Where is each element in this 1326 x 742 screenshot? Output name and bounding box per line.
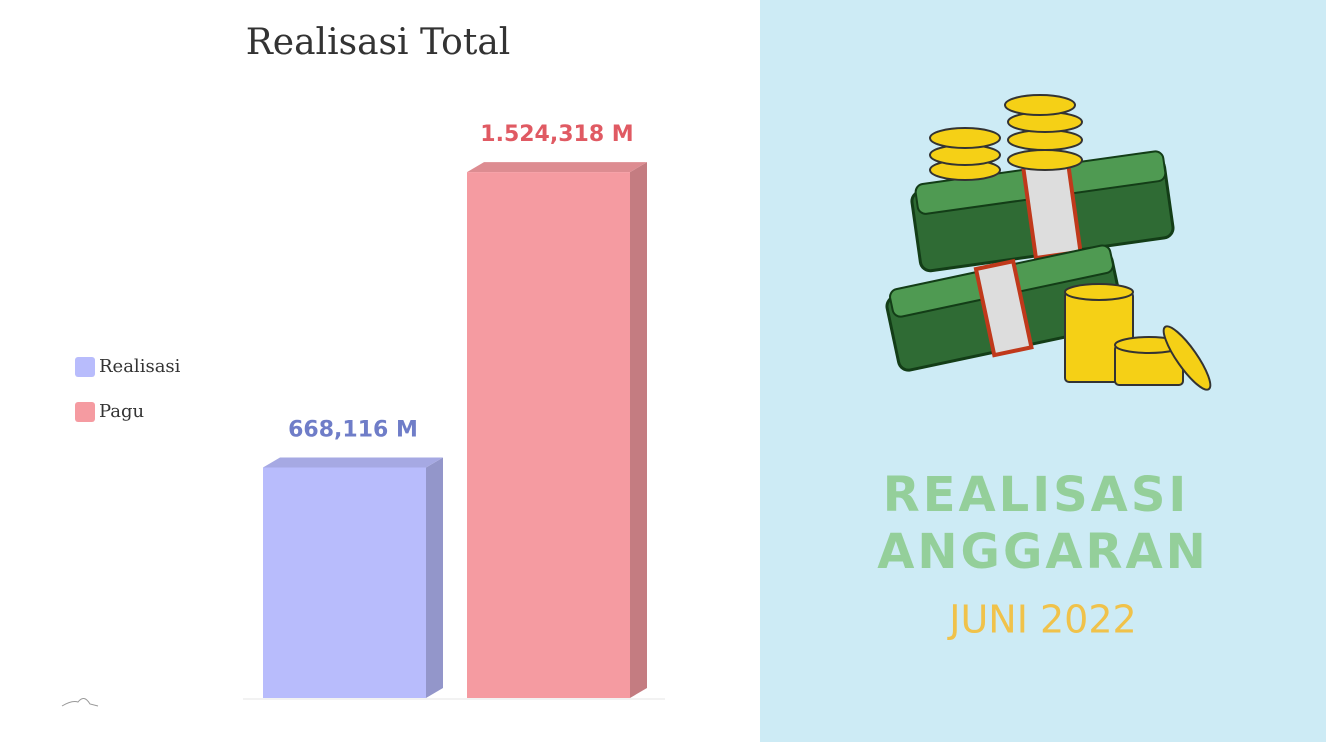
- legend-swatch: [75, 402, 95, 422]
- panel-title: ANGGARAN: [877, 524, 1209, 580]
- logo-mark: [61, 698, 99, 707]
- data-label: 1.524,318 M: [480, 122, 633, 147]
- bar-top: [467, 162, 647, 173]
- bar-side: [630, 162, 647, 698]
- data-label: 668,116 M: [288, 417, 418, 442]
- bar-side: [426, 457, 443, 698]
- money-illustration: [885, 94, 1212, 391]
- panel-title: REALISASI: [883, 467, 1190, 523]
- legend-label: Realisasi: [99, 356, 181, 377]
- legend-label: Pagu: [99, 401, 144, 422]
- bar: [263, 467, 426, 698]
- bar-top: [263, 457, 443, 468]
- panel-subtitle: JUNI 2022: [947, 598, 1136, 642]
- chart-title: Realisasi Total: [246, 22, 511, 63]
- bar: [467, 172, 630, 698]
- legend-swatch: [75, 357, 95, 377]
